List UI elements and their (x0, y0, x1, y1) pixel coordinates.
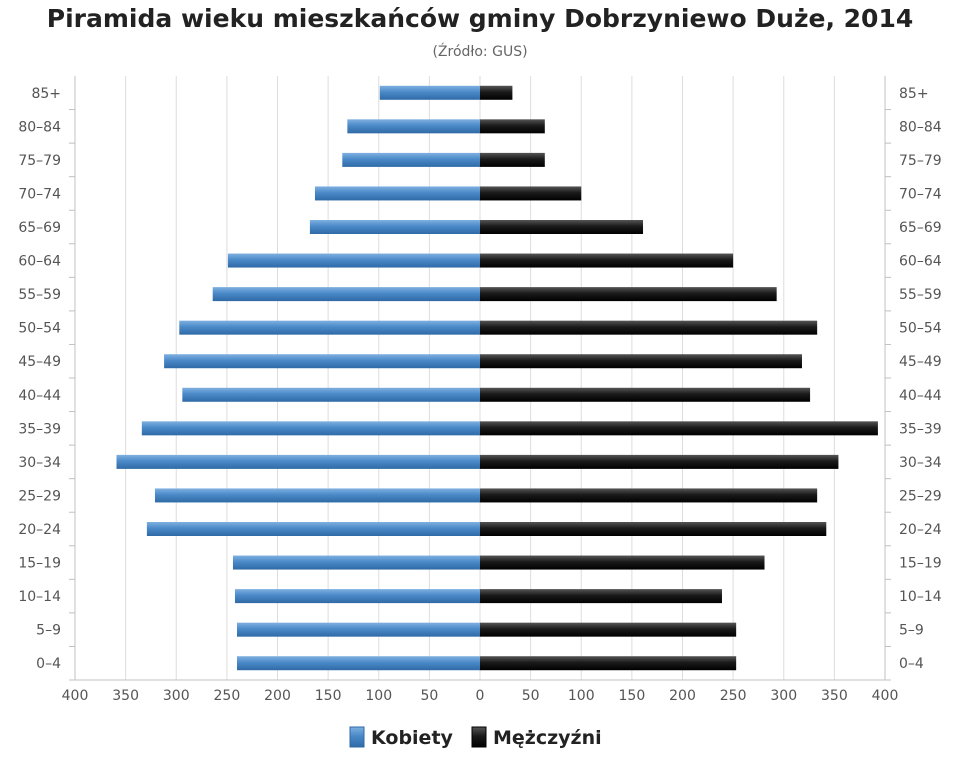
male-bar-45–49[interactable] (480, 354, 802, 369)
legend-swatch[interactable] (471, 726, 487, 748)
age-label-right: 30–34 (899, 455, 942, 471)
male-bar-0–4[interactable] (480, 656, 737, 671)
age-label-left: 40–44 (18, 388, 61, 404)
age-label-right: 70–74 (899, 186, 942, 202)
age-label-left: 20–24 (18, 522, 61, 538)
age-label-left: 50–54 (18, 321, 61, 337)
female-bar-45–49[interactable] (164, 354, 480, 369)
age-label-left: 70–74 (18, 186, 61, 202)
x-tick-label: 100 (568, 688, 595, 704)
female-bar-85+[interactable] (379, 85, 480, 100)
age-label-left: 80–84 (18, 119, 61, 135)
age-label-right: 55–59 (899, 287, 942, 303)
x-tick-label: 300 (770, 688, 797, 704)
male-bar-50–54[interactable] (480, 320, 818, 335)
female-bar-70–74[interactable] (314, 186, 480, 201)
axes: 400 350 300 250 200 150 100 50 0 50 100 150 200 250 30… (18, 76, 942, 704)
female-bar-35–39[interactable] (141, 421, 480, 436)
age-label-left: 0–4 (36, 656, 61, 672)
female-bar-5–9[interactable] (237, 622, 480, 637)
x-tick-label: 300 (163, 688, 190, 704)
male-bar-10–14[interactable] (480, 589, 722, 604)
female-bar-75–79[interactable] (342, 152, 480, 167)
age-label-right: 10–14 (899, 589, 942, 605)
age-label-left: 60–64 (18, 254, 61, 270)
x-tick-label: 0 (476, 688, 485, 704)
female-bar-10–14[interactable] (234, 589, 480, 604)
age-label-left: 65–69 (18, 220, 61, 236)
age-label-left: 35–39 (18, 421, 61, 437)
age-label-right: 15–19 (899, 556, 942, 572)
age-label-right: 65–69 (899, 220, 942, 236)
legend: Kobiety Mężczyźni (349, 726, 602, 749)
age-label-right: 50–54 (899, 321, 942, 337)
age-label-left: 25–29 (18, 488, 61, 504)
x-tick-label: 50 (522, 688, 540, 704)
female-bar-40–44[interactable] (182, 387, 480, 402)
male-bar-15–19[interactable] (480, 555, 765, 570)
x-tick-label: 350 (821, 688, 848, 704)
age-label-right: 40–44 (899, 388, 942, 404)
female-bar-30–34[interactable] (116, 454, 480, 469)
male-bar-35–39[interactable] (480, 421, 878, 436)
age-label-right: 20–24 (899, 522, 942, 538)
age-label-left: 15–19 (18, 556, 61, 572)
chart-title: Piramida wieku mieszkańców gminy Dobrzyn… (46, 4, 914, 33)
female-bar-20–24[interactable] (146, 522, 480, 536)
age-label-left: 55–59 (18, 287, 61, 303)
male-bar-65–69[interactable] (480, 220, 644, 234)
legend-label[interactable]: Kobiety (371, 727, 454, 749)
age-label-right: 5–9 (899, 623, 924, 639)
x-tick-label: 350 (112, 688, 139, 704)
age-label-left: 5–9 (36, 623, 61, 639)
male-bar-55–59[interactable] (480, 287, 777, 302)
legend-swatch[interactable] (349, 726, 365, 748)
x-tick-label: 50 (420, 688, 438, 704)
male-bar-75–79[interactable] (480, 152, 545, 167)
x-tick-label: 100 (365, 688, 392, 704)
age-label-right: 35–39 (899, 421, 942, 437)
age-label-right: 80–84 (899, 119, 942, 135)
age-label-right: 75–79 (899, 153, 942, 169)
male-bar-60–64[interactable] (480, 253, 734, 268)
bars (116, 85, 878, 671)
female-bar-80–84[interactable] (347, 119, 480, 134)
age-label-left: 30–34 (18, 455, 61, 471)
x-tick-label: 150 (315, 688, 342, 704)
age-label-right: 25–29 (899, 488, 942, 504)
x-tick-label: 150 (619, 688, 646, 704)
age-label-left: 10–14 (18, 589, 61, 605)
x-tick-label: 400 (872, 688, 899, 704)
age-label-right: 85+ (899, 86, 929, 102)
female-bar-15–19[interactable] (232, 555, 480, 570)
x-tick-label: 200 (264, 688, 291, 704)
male-bar-40–44[interactable] (480, 387, 811, 402)
female-bar-25–29[interactable] (154, 488, 481, 503)
male-bar-25–29[interactable] (480, 488, 818, 503)
x-tick-label: 200 (669, 688, 696, 704)
age-label-left: 75–79 (18, 153, 61, 169)
male-bar-5–9[interactable] (480, 622, 737, 637)
male-bar-70–74[interactable] (480, 186, 582, 201)
male-bar-85+[interactable] (480, 85, 513, 100)
female-bar-65–69[interactable] (309, 220, 480, 234)
age-label-right: 60–64 (899, 254, 942, 270)
female-bar-50–54[interactable] (179, 320, 480, 335)
female-bar-55–59[interactable] (212, 287, 480, 302)
x-tick-label: 250 (214, 688, 241, 704)
age-label-right: 45–49 (899, 354, 942, 370)
female-bar-60–64[interactable] (227, 253, 480, 268)
age-label-right: 0–4 (899, 656, 924, 672)
x-tick-label: 400 (62, 688, 89, 704)
male-bar-20–24[interactable] (480, 522, 827, 536)
chart-subtitle: (Źródło: GUS) (432, 44, 528, 60)
legend-label[interactable]: Mężczyźni (493, 727, 602, 749)
male-bar-30–34[interactable] (480, 454, 839, 469)
female-bar-0–4[interactable] (237, 656, 480, 671)
age-label-left: 85+ (31, 86, 61, 102)
x-tick-label: 250 (720, 688, 747, 704)
age-label-left: 45–49 (18, 354, 61, 370)
male-bar-80–84[interactable] (480, 119, 545, 134)
